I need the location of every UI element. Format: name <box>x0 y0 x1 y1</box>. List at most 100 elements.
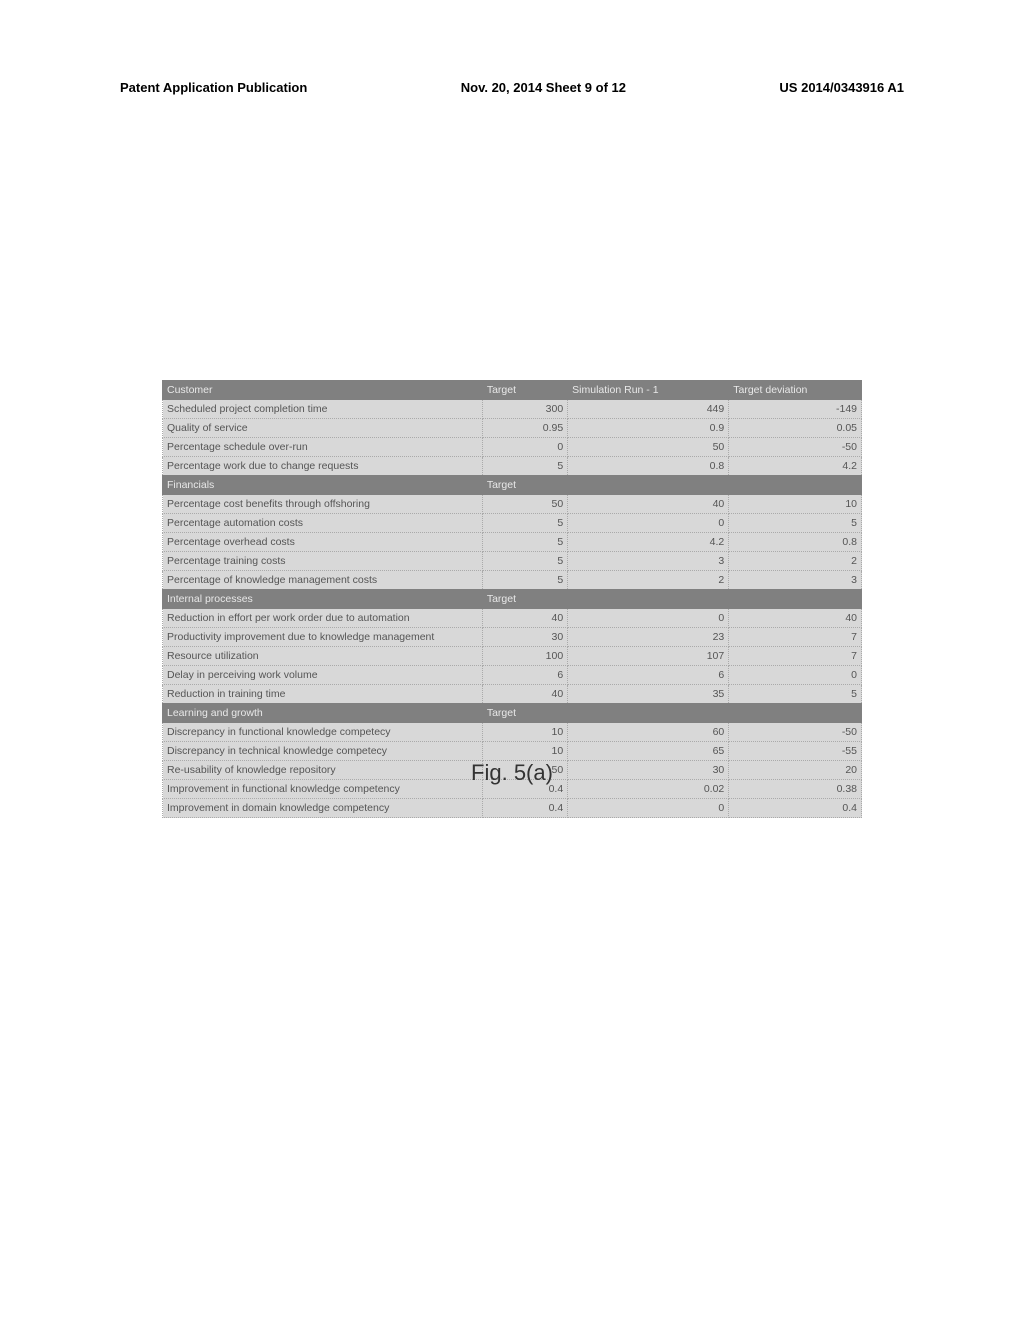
metric-simulation: 0 <box>568 514 729 533</box>
metric-simulation: 6 <box>568 666 729 685</box>
metric-target: 40 <box>482 609 567 628</box>
metric-simulation: 50 <box>568 438 729 457</box>
metric-simulation: 60 <box>568 723 729 742</box>
metric-label: Reduction in training time <box>163 685 483 704</box>
table-row: Percentage schedule over-run050-50 <box>163 438 862 457</box>
col-header-simulation <box>568 590 729 609</box>
metric-label: Percentage schedule over-run <box>163 438 483 457</box>
section-header: Internal processesTarget <box>163 590 862 609</box>
table-row: Percentage automation costs505 <box>163 514 862 533</box>
table-row: Scheduled project completion time300449-… <box>163 400 862 419</box>
metric-target: 10 <box>482 723 567 742</box>
page-header: Patent Application Publication Nov. 20, … <box>120 80 904 95</box>
metric-target: 0.95 <box>482 419 567 438</box>
metric-simulation: 23 <box>568 628 729 647</box>
metric-deviation: 0.8 <box>729 533 862 552</box>
col-header-simulation: Simulation Run - 1 <box>568 381 729 400</box>
metric-label: Reduction in effort per work order due t… <box>163 609 483 628</box>
metric-simulation: 40 <box>568 495 729 514</box>
table-row: Reduction in effort per work order due t… <box>163 609 862 628</box>
metric-target: 300 <box>482 400 567 419</box>
col-header-target: Target <box>482 590 567 609</box>
section-header: FinancialsTarget <box>163 476 862 495</box>
metric-simulation: 2 <box>568 571 729 590</box>
metric-target: 10 <box>482 742 567 761</box>
metric-deviation: 0 <box>729 666 862 685</box>
metric-simulation: 35 <box>568 685 729 704</box>
metric-deviation: 2 <box>729 552 862 571</box>
table-row: Percentage work due to change requests50… <box>163 457 862 476</box>
metric-label: Delay in perceiving work volume <box>163 666 483 685</box>
metric-simulation: 0 <box>568 799 729 818</box>
col-header-simulation <box>568 704 729 723</box>
patent-page: Patent Application Publication Nov. 20, … <box>0 0 1024 1320</box>
metric-target: 0 <box>482 438 567 457</box>
metric-deviation: -55 <box>729 742 862 761</box>
metric-label: Improvement in domain knowledge competen… <box>163 799 483 818</box>
metric-target: 100 <box>482 647 567 666</box>
table-row: Percentage of knowledge management costs… <box>163 571 862 590</box>
metric-deviation: 0.05 <box>729 419 862 438</box>
header-left: Patent Application Publication <box>120 80 307 95</box>
metric-label: Percentage of knowledge management costs <box>163 571 483 590</box>
col-header-deviation <box>729 704 862 723</box>
table-row: Delay in perceiving work volume660 <box>163 666 862 685</box>
col-header-deviation: Target deviation <box>729 381 862 400</box>
metric-target: 5 <box>482 457 567 476</box>
table-row: Reduction in training time40355 <box>163 685 862 704</box>
table-row: Improvement in domain knowledge competen… <box>163 799 862 818</box>
metric-simulation: 107 <box>568 647 729 666</box>
col-header-deviation <box>729 476 862 495</box>
metric-target: 5 <box>482 552 567 571</box>
metric-target: 0.4 <box>482 799 567 818</box>
header-right: US 2014/0343916 A1 <box>779 80 904 95</box>
metric-target: 30 <box>482 628 567 647</box>
metric-deviation: 10 <box>729 495 862 514</box>
metric-target: 50 <box>482 495 567 514</box>
metric-deviation: 40 <box>729 609 862 628</box>
scorecard-table-container: CustomerTargetSimulation Run - 1Target d… <box>162 380 862 818</box>
metric-label: Discrepancy in technical knowledge compe… <box>163 742 483 761</box>
metric-deviation: 0.4 <box>729 799 862 818</box>
col-header-target: Target <box>482 704 567 723</box>
section-title: Internal processes <box>163 590 483 609</box>
section-header: CustomerTargetSimulation Run - 1Target d… <box>163 381 862 400</box>
metric-label: Productivity improvement due to knowledg… <box>163 628 483 647</box>
metric-target: 5 <box>482 533 567 552</box>
table-row: Percentage training costs532 <box>163 552 862 571</box>
metric-label: Resource utilization <box>163 647 483 666</box>
metric-deviation: 5 <box>729 685 862 704</box>
metric-label: Percentage automation costs <box>163 514 483 533</box>
metric-label: Percentage cost benefits through offshor… <box>163 495 483 514</box>
table-row: Quality of service0.950.90.05 <box>163 419 862 438</box>
section-title: Financials <box>163 476 483 495</box>
metric-deviation: 4.2 <box>729 457 862 476</box>
figure-label: Fig. 5(a) <box>0 760 1024 786</box>
metric-simulation: 4.2 <box>568 533 729 552</box>
table-row: Productivity improvement due to knowledg… <box>163 628 862 647</box>
metric-simulation: 3 <box>568 552 729 571</box>
metric-deviation: 5 <box>729 514 862 533</box>
table-row: Percentage overhead costs54.20.8 <box>163 533 862 552</box>
metric-label: Percentage overhead costs <box>163 533 483 552</box>
metric-target: 6 <box>482 666 567 685</box>
col-header-target: Target <box>482 381 567 400</box>
metric-target: 5 <box>482 514 567 533</box>
col-header-target: Target <box>482 476 567 495</box>
metric-label: Scheduled project completion time <box>163 400 483 419</box>
metric-target: 40 <box>482 685 567 704</box>
metric-simulation: 449 <box>568 400 729 419</box>
metric-simulation: 65 <box>568 742 729 761</box>
metric-target: 5 <box>482 571 567 590</box>
metric-deviation: -149 <box>729 400 862 419</box>
scorecard-table: CustomerTargetSimulation Run - 1Target d… <box>162 380 862 818</box>
section-header: Learning and growthTarget <box>163 704 862 723</box>
metric-deviation: -50 <box>729 723 862 742</box>
col-header-deviation <box>729 590 862 609</box>
metric-label: Percentage work due to change requests <box>163 457 483 476</box>
metric-label: Percentage training costs <box>163 552 483 571</box>
metric-simulation: 0.8 <box>568 457 729 476</box>
table-row: Resource utilization1001077 <box>163 647 862 666</box>
metric-label: Quality of service <box>163 419 483 438</box>
table-row: Discrepancy in technical knowledge compe… <box>163 742 862 761</box>
